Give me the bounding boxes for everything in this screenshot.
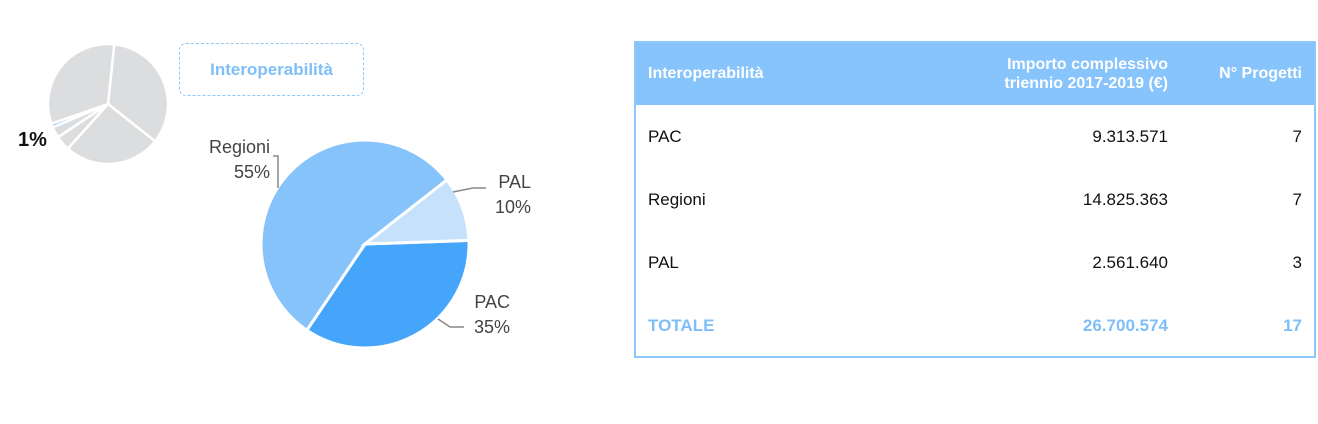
slice-label-pac: PAC	[474, 292, 510, 312]
slice-pct-pac: 35%	[474, 317, 510, 337]
pie-slice-pal	[360, 177, 471, 246]
callout-label: Interoperabilità	[210, 59, 333, 79]
header-amount: Importo complessivo triennio 2017-2019 (…	[946, 43, 1180, 105]
category-callout: Interoperabilità	[179, 43, 364, 96]
pie-slice-pac	[304, 238, 471, 350]
leader-line-pal	[452, 187, 486, 193]
row-amount: 9.313.571	[1092, 126, 1168, 146]
row-amount: 14.825.363	[1082, 189, 1168, 209]
header-count: N° Progetti	[1219, 65, 1302, 82]
total-name: TOTALE	[648, 316, 715, 335]
row-amount: 2.561.640	[1092, 252, 1168, 272]
leader-line-pac	[437, 318, 464, 328]
pie-slice-regioni	[259, 138, 450, 333]
row-count: 3	[1292, 252, 1302, 272]
overview-slice	[106, 42, 170, 144]
slice-label-regioni: Regioni	[209, 137, 270, 157]
overview-pie-chart	[46, 42, 170, 166]
overview-slice	[66, 102, 157, 166]
header-category: Interoperabilità	[648, 65, 764, 82]
header-amount-line2: triennio 2017-2019 (€)	[1004, 75, 1168, 92]
row-name: PAC	[648, 126, 682, 146]
category-pie-chart: PAC 35% Regioni 55% PAL 10%	[209, 137, 531, 350]
table-row: PAL 2.561.640 3	[636, 231, 1314, 294]
projects-table: Interoperabilità Importo complessivo tri…	[636, 43, 1314, 358]
row-name: Regioni	[648, 189, 706, 209]
table-row: PAC 9.313.571 7	[636, 105, 1314, 168]
slice-label-pal: PAL	[498, 172, 531, 192]
projects-table-box: Interoperabilità Importo complessivo tri…	[634, 41, 1316, 358]
table-row: Regioni 14.825.363 7	[636, 168, 1314, 231]
header-amount-line1: Importo complessivo	[1007, 56, 1168, 73]
slice-pct-regioni: 55%	[234, 162, 270, 182]
slice-pct-pal: 10%	[495, 197, 531, 217]
overview-slice	[46, 42, 116, 126]
table-total-row: TOTALE 26.700.574 17	[636, 294, 1314, 358]
highlight-percentage: 1%	[18, 129, 47, 151]
row-name: PAL	[648, 252, 679, 272]
leader-line-regioni	[273, 155, 279, 188]
total-amount: 26.700.574	[1082, 316, 1168, 335]
table-header-row: Interoperabilità Importo complessivo tri…	[636, 43, 1314, 105]
total-count: 17	[1283, 316, 1302, 335]
row-count: 7	[1292, 126, 1302, 146]
row-count: 7	[1292, 189, 1302, 209]
